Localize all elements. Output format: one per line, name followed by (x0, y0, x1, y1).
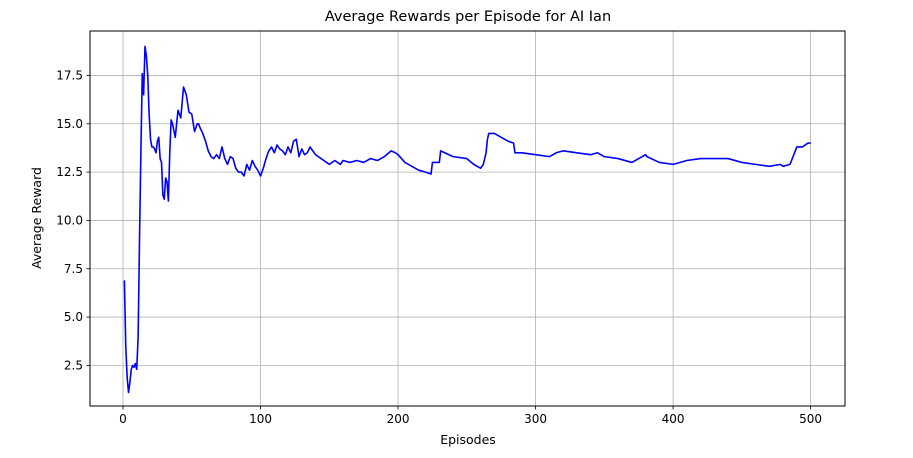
y-tick-label: 2.5 (64, 358, 83, 372)
y-tick-label: 12.5 (56, 165, 83, 179)
x-tick-label: 0 (119, 412, 127, 426)
x-tick-label: 200 (387, 412, 410, 426)
y-axis: 2.5 5.0 7.5 10.0 12.5 15.0 17.5 (56, 68, 90, 372)
y-axis-label: Average Reward (29, 167, 44, 269)
x-tick-label: 500 (799, 412, 822, 426)
x-axis-label: Episodes (440, 432, 496, 447)
y-tick-label: 17.5 (56, 68, 83, 82)
x-axis: 0 100 200 300 400 500 (119, 406, 822, 426)
x-tick-label: 400 (662, 412, 685, 426)
plot-frame (89, 30, 846, 407)
series-layer (123, 45, 811, 394)
series-line (123, 45, 811, 394)
x-tick-label: 300 (524, 412, 547, 426)
x-tick-label: 100 (249, 412, 272, 426)
y-tick-label: 5.0 (64, 310, 83, 324)
y-tick-label: 7.5 (64, 262, 83, 276)
chart-title: Average Rewards per Episode for AI Ian (325, 9, 611, 25)
grid (90, 31, 845, 406)
y-tick-label: 10.0 (56, 213, 83, 227)
y-tick-label: 15.0 (56, 117, 83, 131)
